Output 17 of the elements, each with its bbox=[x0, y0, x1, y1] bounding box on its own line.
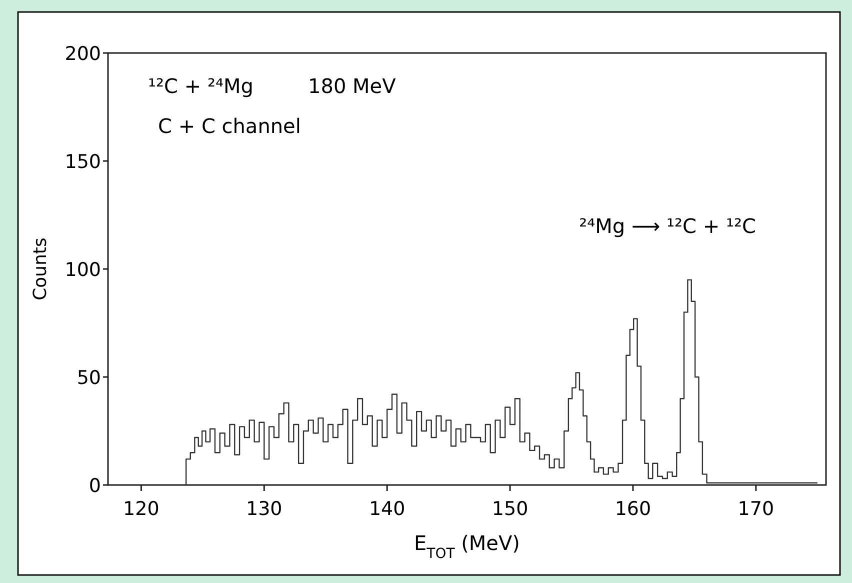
annotation: 180 MeV bbox=[308, 74, 396, 98]
annotation: ²⁴Mg ⟶ ¹²C + ¹²C bbox=[579, 214, 756, 238]
x-tick-label: 160 bbox=[614, 498, 652, 520]
x-tick-label: 130 bbox=[246, 498, 282, 520]
y-tick-label: 50 bbox=[76, 367, 101, 389]
y-tick-label: 100 bbox=[64, 259, 101, 281]
x-tick-label: 170 bbox=[738, 498, 774, 520]
y-tick-label: 150 bbox=[64, 151, 101, 173]
x-tick-label: 140 bbox=[368, 498, 406, 520]
annotation: ¹²C + ²⁴Mg bbox=[148, 74, 254, 98]
annotation: C + C channel bbox=[158, 114, 301, 138]
y-axis-title: Counts bbox=[30, 238, 51, 300]
x-tick-label: 150 bbox=[492, 498, 528, 520]
y-tick-label: 200 bbox=[64, 43, 101, 65]
x-axis-title: E$_{TOT}$ (MeV) bbox=[414, 531, 520, 562]
y-tick-label: 0 bbox=[88, 475, 101, 497]
x-tick-label: 120 bbox=[123, 498, 160, 520]
